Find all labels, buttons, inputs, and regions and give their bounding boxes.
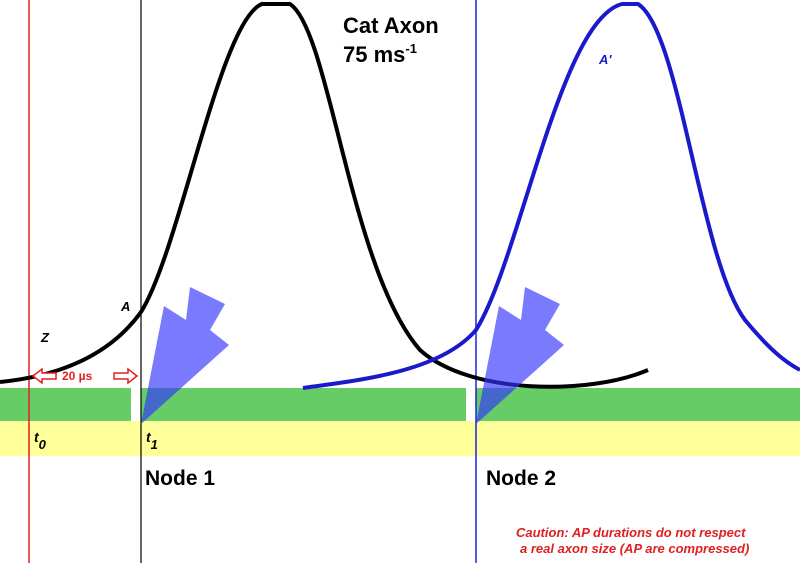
myelin [476, 388, 800, 421]
interval-label: 20 µs [62, 369, 93, 383]
title: Cat Axon [343, 13, 439, 38]
curve-label: Z [40, 330, 50, 345]
time-base: t [146, 429, 152, 445]
node-label: Node 1 [145, 467, 215, 490]
action-potential [0, 2, 649, 389]
time-label: t1 [146, 429, 158, 452]
arrow [31, 367, 57, 385]
axon-membrane [0, 421, 800, 456]
time-base: t [34, 429, 40, 445]
myelin [0, 388, 131, 421]
time-sub: 1 [151, 437, 158, 452]
curve-label: A' [598, 52, 612, 67]
speed-exponent: -1 [405, 41, 417, 56]
node-label: Node 2 [486, 467, 556, 490]
caution: Caution: AP durations do not respect [516, 525, 746, 540]
caution: a real axon size (AP are compressed) [520, 541, 749, 556]
action-potential [302, 1, 800, 390]
speed-value: 75 ms [343, 42, 405, 67]
current-flash [141, 287, 229, 424]
speed: 75 ms-1 [343, 41, 417, 67]
myelin [141, 388, 466, 421]
time-sub: 0 [39, 437, 47, 452]
current-flash [476, 287, 564, 424]
arrow [113, 367, 139, 385]
curve-label: A [120, 299, 130, 314]
time-label: t0 [34, 429, 47, 452]
